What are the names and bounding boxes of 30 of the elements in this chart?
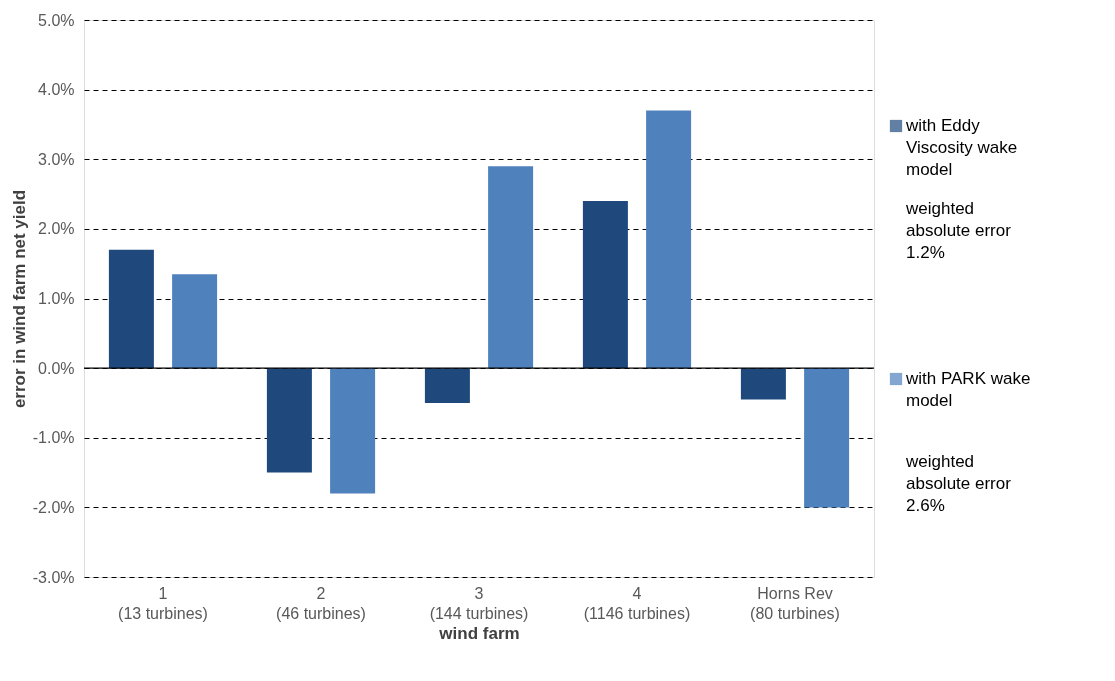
bar [330,368,376,494]
y-tick-label: 0.0% [38,359,75,377]
bar [804,368,850,508]
x-tick-label: 1 (13 turbines) [118,584,208,622]
y-tick-label: -2.0% [32,498,75,516]
y-tick-label: -3.0% [32,568,75,586]
bar [424,368,470,403]
x-tick-label: 3 (144 turbines) [429,584,529,622]
y-tick-label: 2.0% [38,220,75,238]
y-tick-label: 1.0% [38,290,75,307]
y-tick-label: -1.0% [32,429,75,447]
legend-label: with Eddy Viscosity wake model [905,116,1018,179]
bar [582,201,628,369]
x-tick-label: 2 (46 turbines) [276,584,366,622]
x-tick-label: Horns Rev (80 turbines) [750,584,840,622]
text: weighted absolute error 2.6% [905,452,1012,515]
y-tick-label: 5.0% [38,11,75,29]
y-tick-label: 3.0% [38,150,75,168]
bar [740,368,786,400]
bar [266,368,312,473]
legend-label: with PARK wake model [905,369,1031,410]
bar [646,110,692,369]
x-axis-title: wind farm [438,623,520,643]
bar [488,166,534,369]
text: weighted absolute error 1.2% [905,199,1012,262]
x-tick-label: 4 (1146 turbines) [583,584,691,622]
y-axis-title: error in wind farm net yield [9,189,29,409]
bar [172,274,218,369]
y-tick-label: 4.0% [38,81,75,99]
bar [108,249,154,369]
